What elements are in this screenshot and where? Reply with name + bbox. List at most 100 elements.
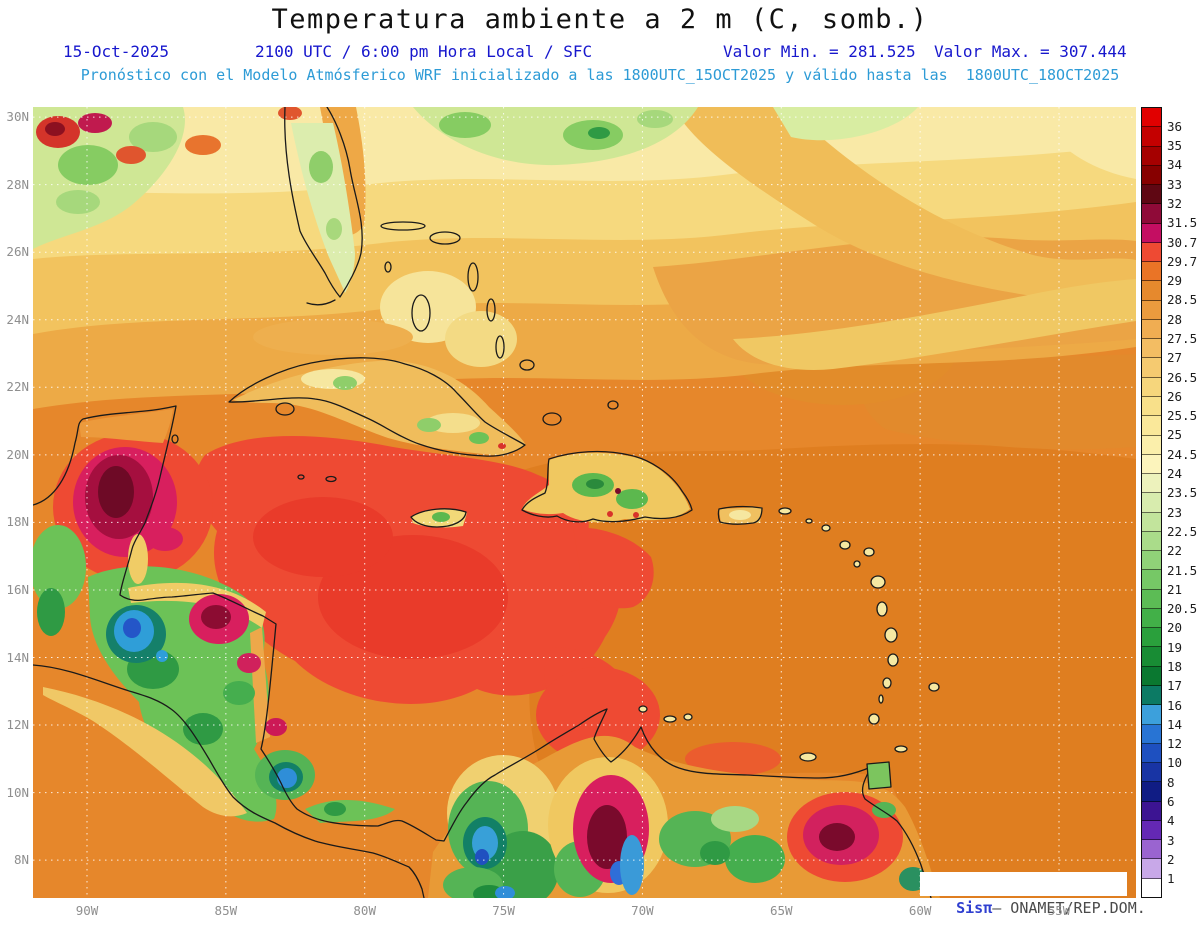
colorbar-label: 22 xyxy=(1167,543,1183,559)
colorbar-label: 20 xyxy=(1167,620,1183,636)
colorbar-label: 16 xyxy=(1167,697,1183,713)
colorbar-segment xyxy=(1142,416,1161,436)
cayman-islands-coasts xyxy=(297,474,337,483)
colorbar-segment xyxy=(1142,146,1161,166)
colorbar-segment xyxy=(1142,204,1161,224)
trinidad-coast xyxy=(866,761,892,790)
colorbar-segment xyxy=(1142,262,1161,282)
page-title: Temperatura ambiente a 2 m (C, somb.) xyxy=(271,4,929,35)
x-axis-tick: 85W xyxy=(214,903,238,918)
colorbar-segment xyxy=(1142,878,1161,897)
colorbar-label: 12 xyxy=(1167,736,1183,752)
colorbar-label: 6 xyxy=(1167,794,1175,810)
colorbar-segment xyxy=(1142,358,1161,378)
colorbar-segment xyxy=(1142,647,1161,667)
colorbar-segment xyxy=(1142,743,1161,764)
cozumel-coast xyxy=(171,434,179,444)
y-axis-tick: 14N xyxy=(6,649,29,665)
florida-keys xyxy=(306,299,336,306)
colorbar-segment xyxy=(1142,474,1161,494)
colorbar-segment xyxy=(1142,435,1161,455)
colorbar-label: 28.5 xyxy=(1167,292,1198,308)
florida-coast xyxy=(284,107,363,298)
colorbar-label: 18 xyxy=(1167,658,1183,674)
colorbar-segment xyxy=(1142,454,1161,475)
colorbar-label: 33 xyxy=(1167,176,1183,192)
hispaniola-coast xyxy=(521,450,693,523)
colorbar-label: 4 xyxy=(1167,813,1175,829)
colorbar-label: 20.5 xyxy=(1167,601,1198,617)
colorbar-label: 25 xyxy=(1167,427,1183,443)
colorbar-label: 31.5 xyxy=(1167,215,1198,231)
y-axis-tick: 26N xyxy=(6,244,29,260)
colorbar-segment xyxy=(1142,300,1161,320)
colorbar-segment xyxy=(1142,628,1161,648)
colorbar-label: 30.7 xyxy=(1167,234,1198,250)
header-line-forecast: Pronóstico con el Modelo Atmósferico WRF… xyxy=(80,66,1120,84)
colorbar-label: 29.7 xyxy=(1167,253,1198,269)
colorbar-segment xyxy=(1142,108,1161,128)
colorbar-segment xyxy=(1142,185,1161,205)
colorbar-segment xyxy=(1142,608,1161,629)
y-axis-tick: 20N xyxy=(6,446,29,462)
colorbar-label: 22.5 xyxy=(1167,523,1198,539)
colorbar-label: 25.5 xyxy=(1167,408,1198,424)
colorbar-segment xyxy=(1142,339,1161,359)
colorbar-label: 24.5 xyxy=(1167,446,1198,462)
x-axis-tick: 75W xyxy=(492,903,515,918)
coastlines xyxy=(33,107,940,898)
x-axis-tick: 55W xyxy=(1047,903,1071,918)
run-date: 15-Oct-2025 xyxy=(63,42,169,61)
colorbar xyxy=(1141,107,1162,898)
colorbar-label: 17 xyxy=(1167,678,1183,694)
colorbar-segment xyxy=(1142,281,1161,301)
colorbar-segment xyxy=(1142,840,1161,860)
watermark-brand: Sisπ xyxy=(956,899,993,917)
colorbar-label: 29 xyxy=(1167,273,1183,289)
colorbar-segment xyxy=(1142,493,1161,513)
colorbar-segment xyxy=(1142,763,1161,783)
watermark-org: – ONAMET/REP.DOM. xyxy=(992,899,1146,917)
x-axis-tick: 70W xyxy=(631,903,654,918)
header-line-run: 15-Oct-2025 2100 UTC / 6:00 pm Hora Loca… xyxy=(0,42,1200,62)
y-axis-tick: 18N xyxy=(6,514,29,530)
colorbar-label: 26.5 xyxy=(1167,369,1198,385)
colorbar-segment xyxy=(1142,589,1161,609)
colorbar-label: 14 xyxy=(1167,716,1183,732)
pacific-coast xyxy=(33,664,425,898)
colorbar-label: 8 xyxy=(1167,774,1175,790)
colorbar-label: 28 xyxy=(1167,311,1183,327)
colorbar-segment xyxy=(1142,859,1161,879)
y-axis-tick: 22N xyxy=(6,379,29,395)
colorbar-label: 34 xyxy=(1167,157,1183,173)
puerto-rico-coast xyxy=(717,505,763,525)
y-axis-tick: 12N xyxy=(6,717,29,733)
y-axis-tick: 16N xyxy=(6,581,29,597)
colorbar-label: 27.5 xyxy=(1167,331,1198,346)
gridlines xyxy=(33,107,1136,898)
y-axis-tick: 28N xyxy=(6,176,29,192)
isla-juventud-coast xyxy=(275,402,295,416)
colorbar-label: 24 xyxy=(1167,466,1183,482)
jamaica-coast xyxy=(410,508,467,528)
colorbar-segment xyxy=(1142,319,1161,340)
valor-min-label: Valor Min. = 281.525 xyxy=(723,42,916,61)
temperature-map xyxy=(33,107,1136,898)
colorbar-label: 21.5 xyxy=(1167,562,1198,578)
colorbar-label: 3 xyxy=(1167,832,1175,848)
mainland-caribbean-coast xyxy=(33,405,932,898)
x-axis-tick: 80W xyxy=(353,903,376,918)
watermark: Sisπ– ONAMET/REP.DOM. xyxy=(920,872,1146,917)
colorbar-segment xyxy=(1142,801,1161,821)
colorbar-segment xyxy=(1142,570,1161,590)
colorbar-segment xyxy=(1142,531,1161,552)
lesser-antilles-coasts xyxy=(638,507,940,762)
colorbar-segment xyxy=(1142,165,1161,186)
colorbar-segment xyxy=(1142,724,1161,744)
colorbar-label: 23 xyxy=(1167,504,1183,520)
colorbar-label: 21 xyxy=(1167,581,1183,597)
colorbar-label: 19 xyxy=(1167,639,1183,655)
colorbar-label: 26 xyxy=(1167,388,1183,404)
colorbar-label: 1 xyxy=(1167,871,1175,887)
